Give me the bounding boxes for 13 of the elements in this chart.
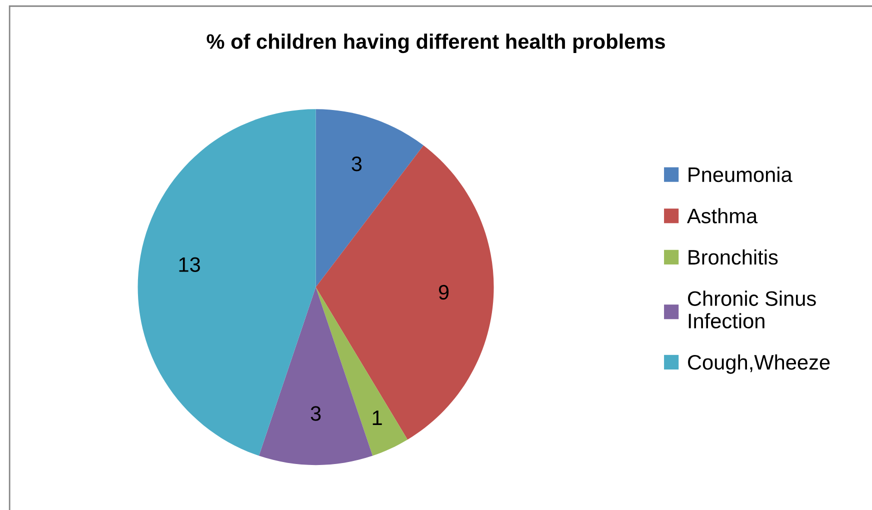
legend-label: Cough,Wheeze [688, 354, 830, 374]
chart-title: % of children having different health problems [206, 34, 665, 54]
legend-label: Asthma [686, 208, 758, 224]
legend-label: Chronic Sinus Infection [688, 290, 816, 328]
data-label: 13 [179, 257, 200, 272]
legend-label: Pneumonia [688, 166, 792, 182]
legend-label: Bronchitis [688, 249, 778, 265]
data-label: 9 [438, 284, 449, 300]
data-label: 3 [310, 406, 321, 421]
pie-slice [316, 109, 424, 288]
data-label: 1 [372, 410, 382, 425]
data-label: 3 [352, 156, 362, 172]
pie-slice [258, 287, 373, 466]
